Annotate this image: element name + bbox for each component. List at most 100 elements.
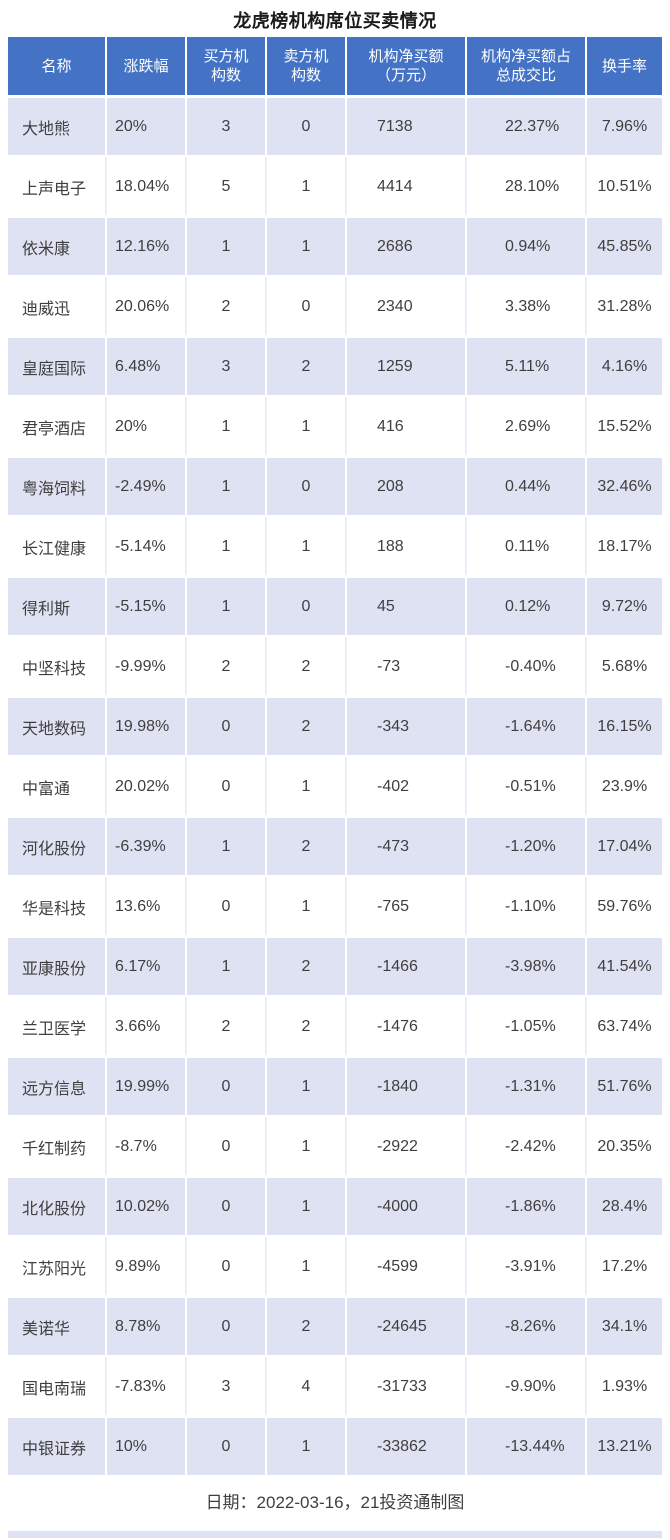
- cell-stock-name: 上声电子: [8, 155, 105, 215]
- cell-net-buy-ratio: 0.11%: [465, 515, 585, 575]
- table-row: 天地数码 19.98% 0 2 -343 -1.64% 16.15%: [8, 695, 662, 755]
- cell-net-buy-ratio: -0.40%: [465, 635, 585, 695]
- cell-buyer-count: 1: [185, 935, 265, 995]
- cell-turnover: 41.54%: [585, 935, 662, 995]
- table-row: 中坚科技 -9.99% 2 2 -73 -0.40% 5.68%: [8, 635, 662, 695]
- cell-net-buy-ratio: -13.44%: [465, 1415, 585, 1475]
- cell-buyer-count: 2: [185, 635, 265, 695]
- cell-net-buy-ratio: -0.51%: [465, 755, 585, 815]
- cell-net-buy: -73: [345, 635, 465, 695]
- cell-stock-name: 国电南瑞: [8, 1355, 105, 1415]
- cell-seller-count: 1: [265, 1055, 345, 1115]
- cell-change-pct: -5.15%: [105, 575, 185, 635]
- table-row: 中富通 20.02% 0 1 -402 -0.51% 23.9%: [8, 755, 662, 815]
- cell-stock-name: 天地数码: [8, 695, 105, 755]
- cell-change-pct: -2.49%: [105, 455, 185, 515]
- cell-buyer-count: 3: [185, 335, 265, 395]
- table-row: 千红制药 -8.7% 0 1 -2922 -2.42% 20.35%: [8, 1115, 662, 1175]
- cell-net-buy-ratio: -1.64%: [465, 695, 585, 755]
- cell-net-buy-ratio: -8.26%: [465, 1295, 585, 1355]
- cell-net-buy: 416: [345, 395, 465, 455]
- cell-seller-count: 1: [265, 1115, 345, 1175]
- cell-net-buy-ratio: 22.37%: [465, 95, 585, 155]
- cell-change-pct: 3.66%: [105, 995, 185, 1055]
- cell-change-pct: 6.17%: [105, 935, 185, 995]
- cell-seller-count: 1: [265, 1175, 345, 1235]
- cell-turnover: 15.52%: [585, 395, 662, 455]
- cell-net-buy-ratio: -1.10%: [465, 875, 585, 935]
- column-header-line: 卖方机: [283, 48, 329, 65]
- cell-net-buy: 2340: [345, 275, 465, 335]
- cell-seller-count: 1: [265, 155, 345, 215]
- table-row: 中银证券 10% 0 1 -33862 -13.44% 13.21%: [8, 1415, 662, 1475]
- cell-turnover: 7.96%: [585, 95, 662, 155]
- column-header-line: 构数: [290, 67, 321, 84]
- table-row: 河化股份 -6.39% 1 2 -473 -1.20% 17.04%: [8, 815, 662, 875]
- cell-net-buy: 1259: [345, 335, 465, 395]
- column-header-line: 涨跌幅: [123, 57, 169, 75]
- column-header-3: 买方机 构数: [185, 37, 265, 95]
- cell-seller-count: 2: [265, 815, 345, 875]
- cell-net-buy: -765: [345, 875, 465, 935]
- cell-net-buy: -33862: [345, 1415, 465, 1475]
- cell-turnover: 31.28%: [585, 275, 662, 335]
- cell-buyer-count: 1: [185, 815, 265, 875]
- cell-net-buy-ratio: 0.44%: [465, 455, 585, 515]
- cell-buyer-count: 3: [185, 95, 265, 155]
- cell-turnover: 1.93%: [585, 1355, 662, 1415]
- cell-stock-name: 千红制药: [8, 1115, 105, 1175]
- cell-net-buy: 208: [345, 455, 465, 515]
- cell-net-buy-ratio: 0.12%: [465, 575, 585, 635]
- cell-turnover: 16.15%: [585, 695, 662, 755]
- page-title: 龙虎榜机构席位买卖情况: [233, 11, 437, 31]
- cell-change-pct: 20.02%: [105, 755, 185, 815]
- cell-stock-name: 亚康股份: [8, 935, 105, 995]
- column-header-line: （万元）: [375, 67, 436, 84]
- cell-change-pct: 13.6%: [105, 875, 185, 935]
- cell-stock-name: 远方信息: [8, 1055, 105, 1115]
- cell-seller-count: 2: [265, 995, 345, 1055]
- table-row: 亚康股份 6.17% 1 2 -1466 -3.98% 41.54%: [8, 935, 662, 995]
- cell-seller-count: 1: [265, 515, 345, 575]
- cell-net-buy: -31733: [345, 1355, 465, 1415]
- cell-net-buy: -1476: [345, 995, 465, 1055]
- cell-seller-count: 2: [265, 1295, 345, 1355]
- cell-seller-count: 0: [265, 95, 345, 155]
- cell-stock-name: 中银证券: [8, 1415, 105, 1475]
- column-header-2: 涨跌幅: [105, 37, 185, 95]
- cell-net-buy: -24645: [345, 1295, 465, 1355]
- table-row: 得利斯 -5.15% 1 0 45 0.12% 9.72%: [8, 575, 662, 635]
- cell-net-buy: 45: [345, 575, 465, 635]
- table-row: 北化股份 10.02% 0 1 -4000 -1.86% 28.4%: [8, 1175, 662, 1235]
- cell-buyer-count: 1: [185, 575, 265, 635]
- cell-net-buy-ratio: -9.90%: [465, 1355, 585, 1415]
- cell-change-pct: 20%: [105, 95, 185, 155]
- cell-net-buy: -343: [345, 695, 465, 755]
- column-header-line: 总成交比: [495, 67, 556, 84]
- bottom-strip: [8, 1531, 662, 1538]
- cell-turnover: 63.74%: [585, 995, 662, 1055]
- cell-stock-name: 中富通: [8, 755, 105, 815]
- column-header-line: 机构净买额: [368, 48, 444, 65]
- cell-turnover: 51.76%: [585, 1055, 662, 1115]
- cell-change-pct: 12.16%: [105, 215, 185, 275]
- cell-seller-count: 2: [265, 695, 345, 755]
- cell-turnover: 23.9%: [585, 755, 662, 815]
- cell-change-pct: 9.89%: [105, 1235, 185, 1295]
- cell-net-buy: -402: [345, 755, 465, 815]
- cell-stock-name: 河化股份: [8, 815, 105, 875]
- cell-net-buy-ratio: -1.31%: [465, 1055, 585, 1115]
- cell-net-buy-ratio: -2.42%: [465, 1115, 585, 1175]
- cell-turnover: 9.72%: [585, 575, 662, 635]
- cell-change-pct: 6.48%: [105, 335, 185, 395]
- table-row: 君亭酒店 20% 1 1 416 2.69% 15.52%: [8, 395, 662, 455]
- cell-change-pct: -9.99%: [105, 635, 185, 695]
- cell-seller-count: 1: [265, 755, 345, 815]
- table-row: 华是科技 13.6% 0 1 -765 -1.10% 59.76%: [8, 875, 662, 935]
- cell-seller-count: 2: [265, 335, 345, 395]
- cell-buyer-count: 1: [185, 455, 265, 515]
- cell-stock-name: 迪威迅: [8, 275, 105, 335]
- cell-change-pct: 10%: [105, 1415, 185, 1475]
- cell-stock-name: 北化股份: [8, 1175, 105, 1235]
